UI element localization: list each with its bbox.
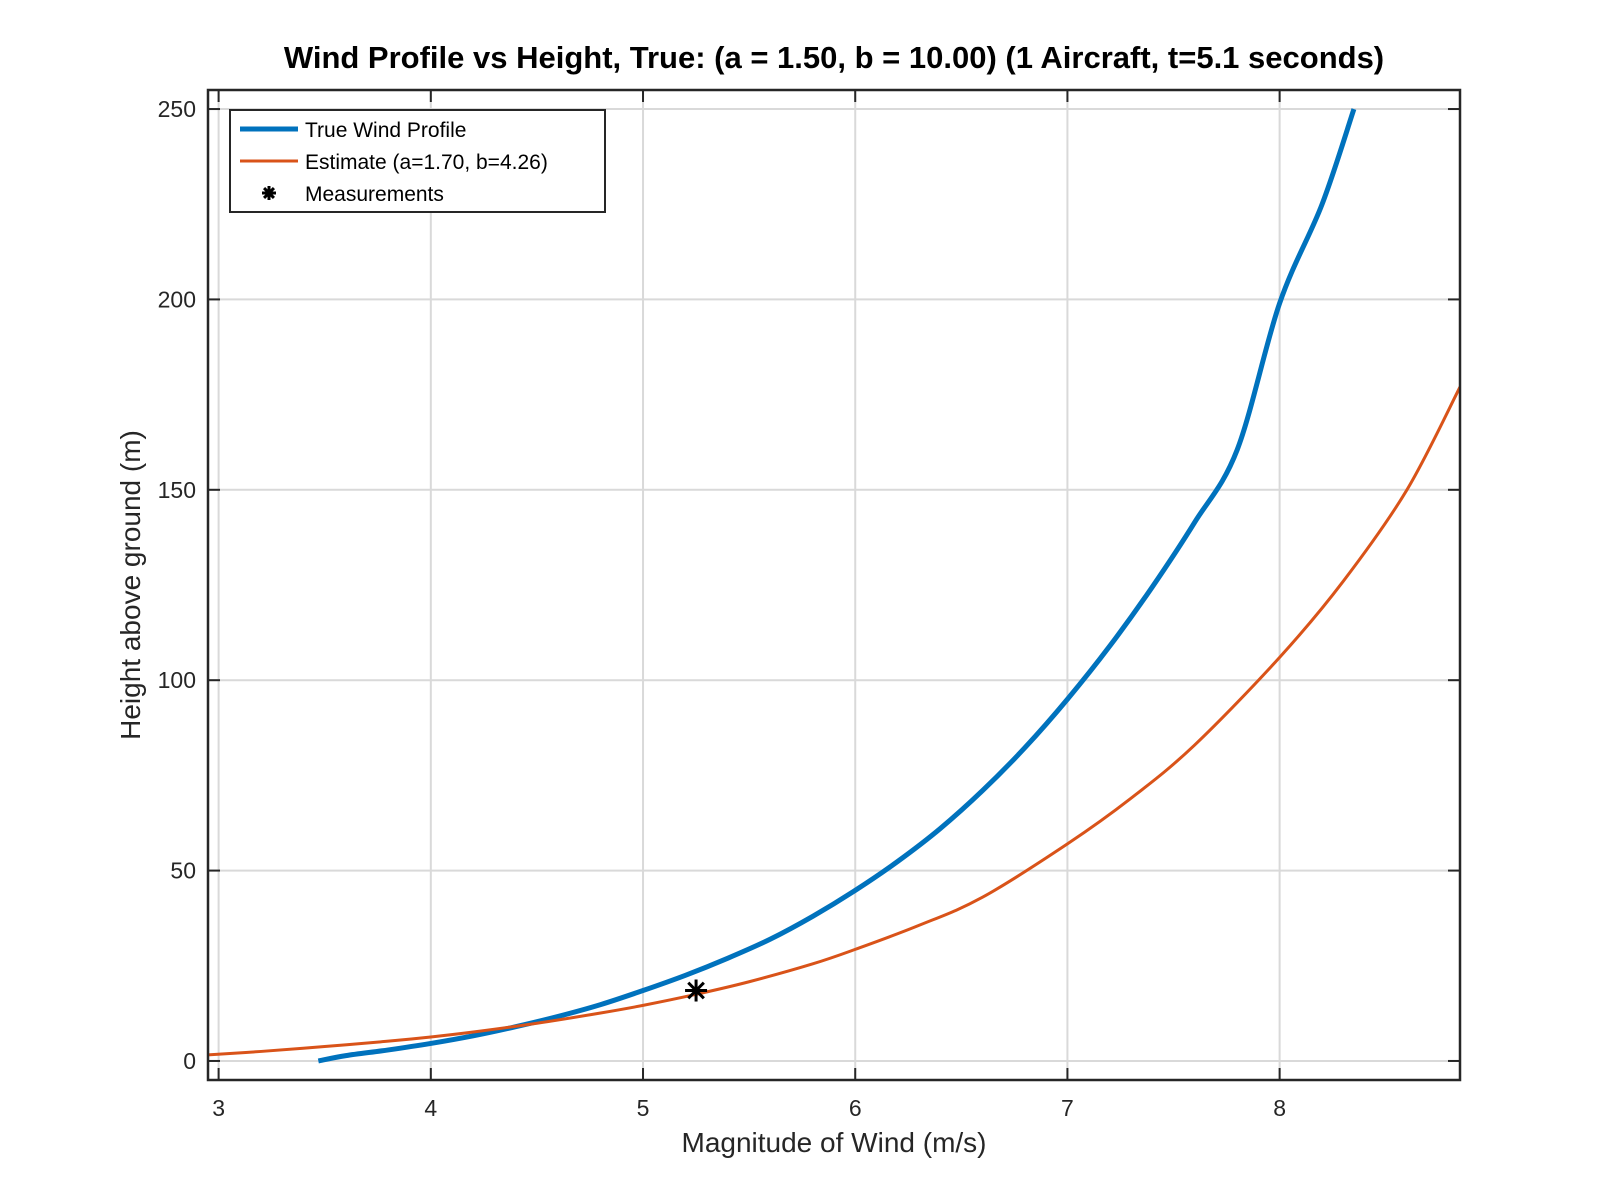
legend-asterisk: [262, 186, 276, 200]
x-tick-label: 6: [849, 1095, 862, 1121]
legend-label-true-wind: True Wind Profile: [305, 119, 466, 142]
legend-label-estimate: Estimate (a=1.70, b=4.26): [305, 151, 548, 174]
tick-labels: 3 4 5 6 7 8 0 50 100 150 200 250: [158, 96, 1286, 1121]
series-line-0: [317, 108, 1357, 1064]
legend: True Wind Profile Estimate (a=1.70, b=4.…: [229, 109, 606, 213]
axes-box: [206, 88, 1462, 1082]
series-layer: [208, 108, 1460, 1064]
axis-ticks: [208, 90, 1460, 1080]
measurement-point: [685, 979, 708, 1002]
y-tick-label: 100: [158, 667, 196, 693]
y-axis-label: Height above ground (m): [115, 430, 146, 740]
y-tick-label: 150: [158, 477, 196, 503]
y-tick-label: 250: [158, 96, 196, 122]
x-tick-label: 4: [424, 1095, 437, 1121]
chart-title: Wind Profile vs Height, True: (a = 1.50,…: [284, 40, 1384, 75]
x-tick-label: 8: [1273, 1095, 1286, 1121]
y-tick-label: 200: [158, 286, 196, 312]
x-axis-label: Magnitude of Wind (m/s): [682, 1127, 987, 1158]
plot-area: [208, 90, 1460, 1080]
y-tick-label: 50: [170, 858, 196, 884]
x-tick-label: 3: [212, 1095, 225, 1121]
series-line-1: [208, 386, 1460, 1057]
x-tick-label: 7: [1061, 1095, 1074, 1121]
x-tick-label: 5: [637, 1095, 650, 1121]
legend-label-measurements: Measurements: [305, 183, 444, 206]
y-tick-label: 0: [183, 1048, 196, 1074]
legend-marker-measurements: [262, 186, 276, 200]
